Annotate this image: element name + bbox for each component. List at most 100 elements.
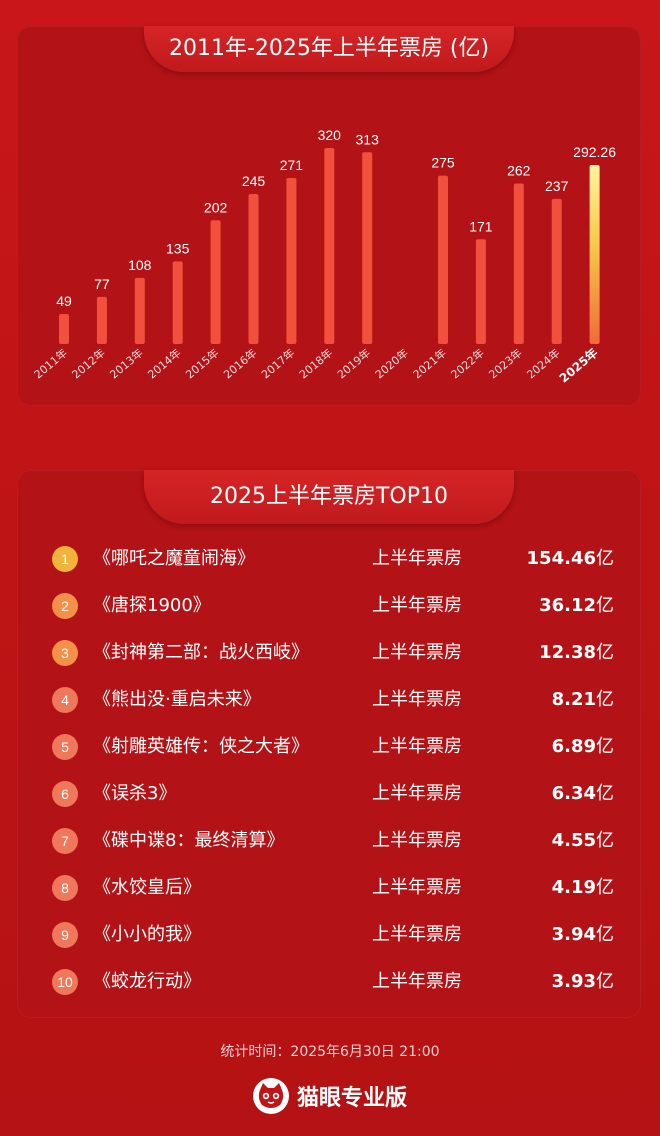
rank-badge: 10	[52, 969, 78, 995]
x-tick-label: 2021年	[410, 346, 449, 382]
list-item[interactable]: 9 《小小的我》 上半年票房 3.94亿	[17, 911, 641, 958]
bar-2022年	[475, 239, 486, 344]
box-office-value: 4.55亿	[552, 828, 614, 854]
x-tick-label: 2014年	[145, 346, 184, 382]
bar-value-label: 77	[94, 276, 110, 292]
top10-title: 2025上半年票房TOP10	[144, 470, 514, 524]
box-office-value: 3.94亿	[552, 922, 614, 948]
box-office-value: 6.34亿	[552, 781, 614, 807]
rank-badge: 3	[52, 640, 78, 666]
box-office-number: 3.94	[551, 924, 596, 945]
bar-value-label: 237	[545, 178, 569, 194]
box-office-unit: 亿	[596, 548, 614, 569]
movie-title: 《熊出没·重启未来》	[93, 689, 261, 710]
box-office-unit: 亿	[596, 783, 614, 804]
movie-title: 《封神第二部：战火西岐》	[93, 642, 309, 663]
rank-badge: 5	[52, 734, 78, 760]
box-office-label: 上半年票房	[372, 595, 462, 616]
x-tick-label: 2025年	[556, 345, 600, 386]
list-item[interactable]: 3 《封神第二部：战火西岐》 上半年票房 12.38亿	[17, 629, 641, 676]
x-tick-label: 2022年	[448, 346, 487, 382]
box-office-number: 4.19	[551, 877, 596, 898]
box-office-label: 上半年票房	[372, 877, 462, 898]
list-item[interactable]: 8 《水饺皇后》 上半年票房 4.19亿	[17, 864, 641, 911]
list-item[interactable]: 7 《碟中谍8：最终清算》 上半年票房 4.55亿	[17, 817, 641, 864]
rank-badge: 8	[52, 875, 78, 901]
movie-title: 《哪吒之魔童闹海》	[93, 548, 255, 569]
bar-value-label: 202	[204, 199, 228, 215]
rank-badge: 2	[52, 593, 78, 619]
rank-badge: 7	[52, 828, 78, 854]
box-office-number: 12.38	[539, 642, 596, 663]
box-office-value: 3.93亿	[552, 969, 614, 995]
x-tick-label: 2012年	[69, 346, 108, 382]
list-item[interactable]: 2 《唐探1900》 上半年票房 36.12亿	[17, 582, 641, 629]
list-item[interactable]: 10 《蛟龙行动》 上半年票房 3.93亿	[17, 958, 641, 1005]
bar-value-label: 135	[166, 240, 190, 256]
list-item[interactable]: 5 《射雕英雄传：侠之大者》 上半年票房 6.89亿	[17, 723, 641, 770]
bar-2015年	[210, 220, 221, 344]
box-office-label: 上半年票房	[372, 548, 462, 569]
bar-2012年	[96, 296, 107, 344]
x-tick-label: 2023年	[486, 346, 525, 382]
bar-2011年	[59, 313, 69, 344]
box-office-unit: 亿	[596, 924, 614, 945]
x-tick-label: 2017年	[258, 346, 297, 382]
box-office-unit: 亿	[596, 877, 614, 898]
bar-value-label: 108	[128, 257, 152, 273]
x-tick-label: 2011年	[31, 346, 70, 382]
x-tick-label: 2019年	[334, 346, 373, 382]
box-office-label: 上半年票房	[372, 830, 462, 851]
bar-2023年	[513, 183, 524, 344]
box-office-label: 上半年票房	[372, 642, 462, 663]
top10-panel: 2025上半年票房TOP10 1 《哪吒之魔童闹海》 上半年票房 154.46亿 2 《唐…	[17, 470, 641, 1018]
x-tick-label: 2015年	[183, 346, 222, 382]
bar-value-label: 49	[56, 293, 72, 309]
box-office-bar-chart: 49 2011年 77 2012年 108 2013年 135 2014年 202 2015年 24…	[31, 127, 616, 386]
rank-badge: 1	[52, 546, 78, 572]
box-office-unit: 亿	[596, 736, 614, 757]
bar-2025年	[589, 164, 600, 344]
bar-value-label: 262	[507, 163, 531, 179]
movie-title: 《射雕英雄传：侠之大者》	[93, 736, 309, 757]
bar-2017年	[286, 178, 297, 344]
movie-title: 《碟中谍8：最终清算》	[93, 830, 285, 851]
bar-2018年	[324, 148, 335, 344]
rank-badge: 9	[52, 922, 78, 948]
box-office-label: 上半年票房	[372, 689, 462, 710]
brand-name: 猫眼专业版	[296, 1086, 407, 1111]
x-tick-label: 2016年	[221, 346, 260, 382]
box-office-unit: 亿	[596, 689, 614, 710]
list-item[interactable]: 1 《哪吒之魔童闹海》 上半年票房 154.46亿	[17, 535, 641, 582]
list-item[interactable]: 4 《熊出没·重启未来》 上半年票房 8.21亿	[17, 676, 641, 723]
box-office-value: 6.89亿	[552, 734, 614, 760]
box-office-number: 6.89	[551, 736, 596, 757]
chart-title: 2011年-2025年上半年票房 (亿)	[144, 26, 514, 72]
statistics-time: 统计时间：2025年6月30日 21:00	[220, 1044, 440, 1060]
box-office-unit: 亿	[596, 595, 614, 616]
box-office-number: 6.34	[551, 783, 596, 804]
box-office-value: 12.38亿	[539, 640, 614, 666]
movie-title: 《蛟龙行动》	[93, 971, 201, 992]
box-office-number: 4.55	[551, 830, 596, 851]
x-tick-label: 2013年	[107, 346, 146, 382]
box-office-label: 上半年票房	[372, 924, 462, 945]
bar-2019年	[362, 152, 373, 344]
box-office-label: 上半年票房	[372, 971, 462, 992]
cat-face-icon	[252, 1078, 289, 1114]
bar-value-label: 292.26	[573, 144, 616, 160]
x-tick-label: 2020年	[372, 346, 411, 382]
bar-2016年	[248, 193, 259, 344]
bar-value-label: 275	[431, 155, 455, 171]
box-office-label: 上半年票房	[372, 736, 462, 757]
bar-value-label: 171	[469, 218, 493, 234]
box-office-value: 154.46亿	[527, 546, 614, 572]
box-office-unit: 亿	[596, 642, 614, 663]
box-office-unit: 亿	[596, 830, 614, 851]
box-office-label: 上半年票房	[372, 783, 462, 804]
list-item[interactable]: 6 《误杀3》 上半年票房 6.34亿	[17, 770, 641, 817]
rank-badge: 6	[52, 781, 78, 807]
bar-2021年	[438, 175, 448, 344]
box-office-unit: 亿	[596, 971, 614, 992]
box-office-value: 36.12亿	[539, 593, 614, 619]
